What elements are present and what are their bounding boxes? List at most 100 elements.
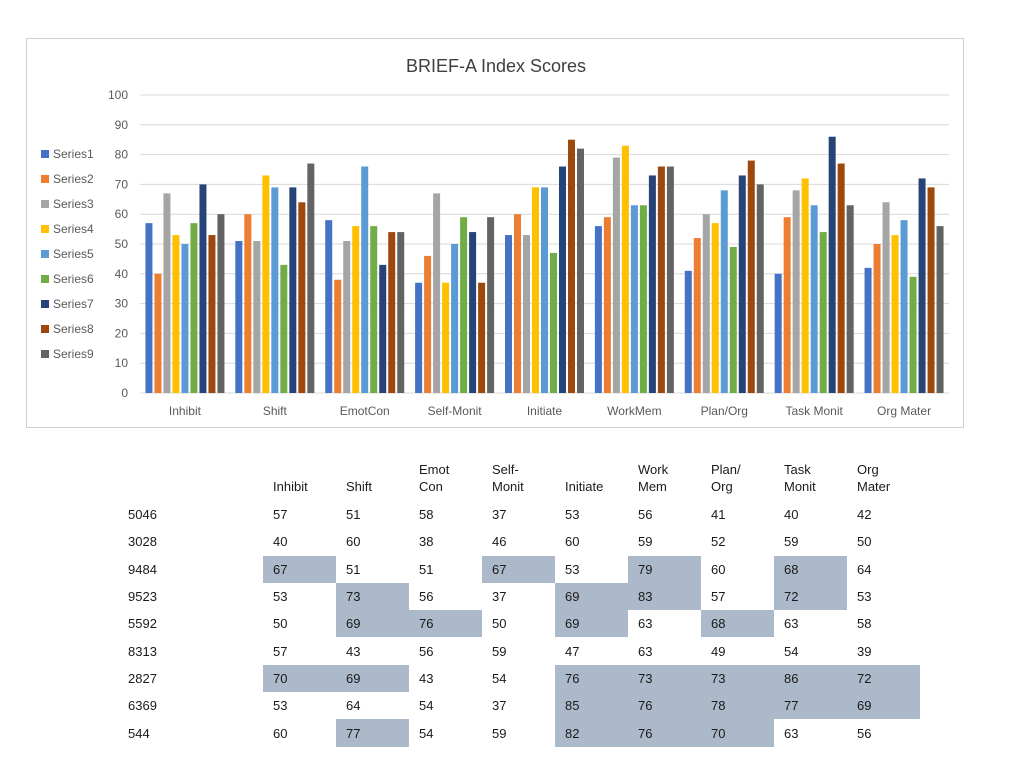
table-cell: 52 <box>711 534 726 550</box>
table-cell: 78 <box>701 692 774 720</box>
table-cell: 53 <box>565 561 580 577</box>
table-cell: 76 <box>409 610 482 638</box>
bar <box>774 273 782 393</box>
bar <box>379 264 387 393</box>
table-cell: 60 <box>273 725 288 741</box>
bar <box>424 255 432 393</box>
x-category-label: WorkMem <box>607 404 661 418</box>
bar <box>154 273 162 393</box>
column-header: Task Monit <box>774 455 847 501</box>
table-cell: 56 <box>419 589 434 605</box>
x-category-label: EmotCon <box>340 404 390 418</box>
column-header-line1: Emot <box>419 462 450 477</box>
bar <box>693 238 701 393</box>
bar <box>729 246 737 393</box>
bar <box>936 226 944 393</box>
table-cell: 69 <box>847 692 920 720</box>
bar <box>253 241 261 393</box>
bar <box>864 267 872 393</box>
row-id: 8313 <box>128 643 157 659</box>
y-tick-label: 40 <box>115 267 129 281</box>
bar <box>343 241 351 393</box>
column-header: Org Mater <box>847 455 920 501</box>
x-category-label: Task Monit <box>785 404 843 418</box>
table-cell: 63 <box>638 616 653 632</box>
row-id: 2827 <box>128 670 157 686</box>
bar <box>577 148 584 393</box>
y-axis-tick-labels: 0 10 20 30 40 50 60 70 80 90 100 <box>108 88 128 400</box>
column-header-line1 <box>565 461 628 478</box>
table-cell: 68 <box>774 555 847 583</box>
column-header-line1: Plan/ <box>711 462 741 477</box>
column-header-line1 <box>346 461 409 478</box>
table-cell: 57 <box>711 589 726 605</box>
row-id: 5046 <box>128 507 157 523</box>
legend-label: Series6 <box>53 272 94 286</box>
table-row: 544 60 77 54 59 82 76 70 63 56 <box>118 719 920 747</box>
bar <box>289 187 297 393</box>
table-cell: 53 <box>857 589 872 605</box>
row-id: 544 <box>128 725 150 741</box>
column-header: Work Mem <box>628 455 701 501</box>
table-cell: 63 <box>784 616 799 632</box>
table-cell: 49 <box>711 643 726 659</box>
legend-swatch <box>41 350 49 358</box>
bar <box>720 190 728 393</box>
row-id: 3028 <box>128 534 157 550</box>
table-body: 5046 57 51 58 37 53 56 41 40 42 3028 40 60 38 46 60 59 52… <box>118 501 920 747</box>
table-cell: 54 <box>419 698 434 714</box>
legend-swatch <box>41 225 49 233</box>
bar <box>469 232 477 393</box>
column-header: Self- Monit <box>482 455 555 501</box>
bar <box>460 217 468 393</box>
table-cell: 77 <box>774 692 847 720</box>
table-cell: 58 <box>419 507 434 523</box>
column-header: Shift <box>336 455 409 501</box>
bar <box>603 217 611 393</box>
legend-label: Series2 <box>53 172 94 186</box>
x-axis-category-labels: Inhibit Shift EmotCon Self-Monit Initiate Wor… <box>169 404 931 418</box>
bar <box>505 235 512 393</box>
bar <box>325 220 333 393</box>
chart-area: BRIEF-A Index Scores 0 10 20 30 40 50 60 70 80 90… <box>26 38 964 428</box>
table-cell: 64 <box>857 561 872 577</box>
table-row: 9523 53 73 56 37 69 83 57 72 53 <box>118 582 920 611</box>
column-header-line2: Mater <box>857 479 891 494</box>
table-row: 2827 70 69 43 54 76 73 73 86 72 <box>118 664 920 693</box>
table-cell: 50 <box>273 616 288 632</box>
table-cell: 53 <box>273 589 288 605</box>
table-cell: 57 <box>273 507 288 523</box>
table-cell: 86 <box>774 664 847 693</box>
bar <box>280 264 288 393</box>
legend-label: Series1 <box>53 147 94 161</box>
table-cell: 54 <box>419 725 434 741</box>
table-cell: 40 <box>784 507 799 523</box>
table-cell: 50 <box>857 534 872 550</box>
bar-chart: BRIEF-A Index Scores 0 10 20 30 40 50 60 70 80 90… <box>41 56 949 418</box>
x-category-label: Initiate <box>527 404 563 418</box>
table-cell: 73 <box>701 664 774 693</box>
row-id: 6369 <box>128 698 157 714</box>
table-cell: 41 <box>711 507 726 523</box>
bar <box>657 166 665 393</box>
chart-title: BRIEF-A Index Scores <box>406 56 586 76</box>
table-row: 3028 40 60 38 46 60 59 52 59 50 <box>118 528 920 555</box>
bar <box>882 202 890 393</box>
table-cell: 59 <box>784 534 799 550</box>
bar <box>747 160 755 393</box>
bar <box>594 226 602 393</box>
table-cell: 67 <box>482 555 555 583</box>
column-header-line1: Org <box>857 462 879 477</box>
legend-label: Series7 <box>53 297 94 311</box>
table-cell: 67 <box>263 555 336 583</box>
y-tick-label: 80 <box>115 148 129 162</box>
table-cell: 37 <box>492 589 507 605</box>
legend-swatch <box>41 200 49 208</box>
bar <box>235 241 243 393</box>
row-id: 9523 <box>128 589 157 605</box>
bar <box>487 217 495 393</box>
table-cell: 37 <box>492 698 507 714</box>
table-cell: 47 <box>565 643 580 659</box>
table-cell: 72 <box>774 582 847 611</box>
table-cell: 59 <box>638 534 653 550</box>
